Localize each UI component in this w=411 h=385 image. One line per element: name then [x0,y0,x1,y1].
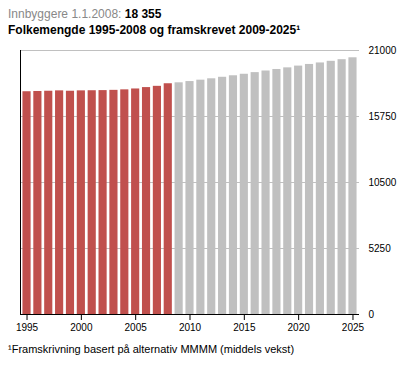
svg-text:2000: 2000 [70,322,93,333]
svg-text:5250: 5250 [369,243,392,254]
svg-text:2005: 2005 [125,322,148,333]
svg-text:15750: 15750 [369,111,397,122]
svg-text:10500: 10500 [369,177,397,188]
svg-text:0: 0 [369,309,375,320]
html-text:Innbyggere 1.1.2008: 18 355: Innbyggere 1.1.2008: 18 355 [8,7,162,21]
svg-text:2020: 2020 [288,322,311,333]
svg-text:2015: 2015 [233,322,256,333]
html-text:¹Framskrivning basert på alter: ¹Framskrivning basert på alternativ MMMM… [8,343,295,355]
html-text:Folkemengde 1995-2008 og frams: Folkemengde 1995-2008 og framskrevet 200… [8,23,301,37]
svg-text:2010: 2010 [179,322,202,333]
svg-text:21000: 21000 [369,45,397,56]
svg-text:2025: 2025 [342,322,365,333]
svg-text:1995: 1995 [16,322,39,333]
